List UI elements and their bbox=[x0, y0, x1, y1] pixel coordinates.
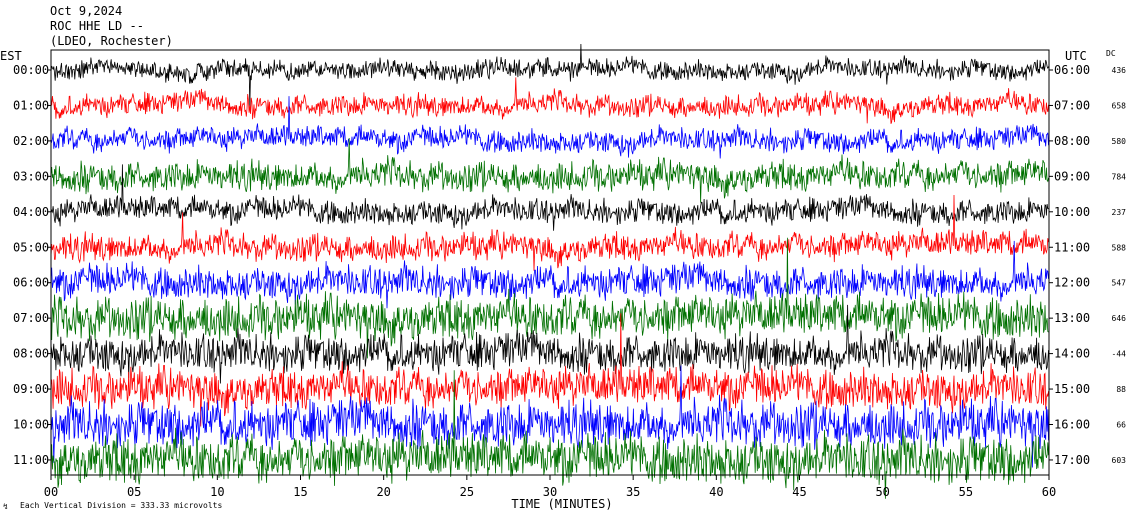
trace-line-0100 bbox=[50, 77, 1049, 124]
row-label-est: 02:00 bbox=[13, 134, 49, 148]
x-tick-label: 45 bbox=[792, 485, 806, 499]
row-label-est: 03:00 bbox=[13, 169, 49, 183]
row-label-est: 10:00 bbox=[13, 418, 49, 432]
row-dc-value: -44 bbox=[1112, 350, 1127, 359]
row-label-est: 06:00 bbox=[13, 276, 49, 290]
x-tick-label: 40 bbox=[709, 485, 723, 499]
row-label-utc: 15:00 bbox=[1054, 382, 1090, 396]
x-tick-label: 55 bbox=[959, 485, 973, 499]
trace-layer bbox=[50, 43, 1049, 499]
row-dc-value: 646 bbox=[1112, 314, 1127, 323]
row-label-layer: 00:00 06:00 436 01:00 07:00 658 02:00 08:00 580 0… bbox=[13, 63, 1126, 467]
trace-line-0200 bbox=[50, 96, 1049, 159]
trace-line-0400 bbox=[50, 164, 1049, 231]
row-label-est: 07:00 bbox=[13, 311, 49, 325]
row-dc-value: 658 bbox=[1112, 102, 1127, 111]
left-zone-label: EST bbox=[0, 49, 22, 63]
row-dc-value: 547 bbox=[1112, 279, 1127, 288]
x-tick-label: 60 bbox=[1042, 485, 1056, 499]
x-tick-label: 35 bbox=[626, 485, 640, 499]
row-label-est: 11:00 bbox=[13, 453, 49, 467]
x-tick-layer: 00 05 10 15 20 25 30 35 40 45 50 55 60 bbox=[44, 475, 1056, 499]
trace-line-1100 bbox=[50, 370, 1049, 499]
header-station: ROC HHE LD -- bbox=[50, 19, 144, 33]
row-dc-value: 588 bbox=[1112, 243, 1127, 252]
row-label-utc: 07:00 bbox=[1054, 99, 1090, 113]
x-tick-label: 30 bbox=[543, 485, 557, 499]
trace-line-0300 bbox=[50, 137, 1049, 203]
row-label-utc: 11:00 bbox=[1054, 240, 1090, 254]
scale-icon: ↯ bbox=[3, 502, 8, 511]
row-dc-value: 88 bbox=[1116, 385, 1126, 394]
row-label-utc: 17:00 bbox=[1054, 453, 1090, 467]
header-date: Oct 9,2024 bbox=[50, 4, 122, 18]
trace-line-0500 bbox=[50, 194, 1049, 271]
row-label-est: 09:00 bbox=[13, 382, 49, 396]
trace-line-0600 bbox=[50, 240, 1049, 309]
row-label-est: 08:00 bbox=[13, 347, 49, 361]
trace-line-1000 bbox=[50, 365, 1049, 468]
row-label-est: 01:00 bbox=[13, 99, 49, 113]
row-dc-value: 436 bbox=[1112, 66, 1127, 75]
row-label-est: 04:00 bbox=[13, 205, 49, 219]
x-axis-label: TIME (MINUTES) bbox=[511, 497, 612, 511]
trace-line-0000 bbox=[50, 43, 1049, 108]
x-tick-label: 50 bbox=[875, 485, 889, 499]
dc-header-label: DC bbox=[1106, 49, 1116, 58]
trace-line-0800 bbox=[50, 304, 1049, 384]
row-label-utc: 13:00 bbox=[1054, 311, 1090, 325]
row-label-utc: 16:00 bbox=[1054, 418, 1090, 432]
x-tick-label: 10 bbox=[210, 485, 224, 499]
scale-note: Each Vertical Division = 333.33 microvol… bbox=[20, 501, 222, 510]
row-dc-value: 580 bbox=[1112, 137, 1127, 146]
header-network: (LDEO, Rochester) bbox=[50, 34, 173, 48]
trace-line-0900 bbox=[50, 313, 1049, 427]
row-label-utc: 12:00 bbox=[1054, 276, 1090, 290]
row-label-est: 00:00 bbox=[13, 63, 49, 77]
row-label-utc: 09:00 bbox=[1054, 169, 1090, 183]
x-tick-label: 15 bbox=[293, 485, 307, 499]
row-label-utc: 08:00 bbox=[1054, 134, 1090, 148]
x-tick-label: 25 bbox=[460, 485, 474, 499]
x-tick-label: 00 bbox=[44, 485, 58, 499]
row-label-est: 05:00 bbox=[13, 240, 49, 254]
row-label-utc: 14:00 bbox=[1054, 347, 1090, 361]
row-label-utc: 06:00 bbox=[1054, 63, 1090, 77]
x-tick-label: 20 bbox=[376, 485, 390, 499]
right-zone-label: UTC bbox=[1065, 49, 1087, 63]
x-tick-label: 05 bbox=[127, 485, 141, 499]
trace-line-0700 bbox=[50, 237, 1049, 359]
row-dc-value: 66 bbox=[1116, 421, 1126, 430]
row-label-utc: 10:00 bbox=[1054, 205, 1090, 219]
row-dc-value: 237 bbox=[1112, 208, 1127, 217]
row-dc-value: 784 bbox=[1112, 172, 1127, 181]
row-dc-value: 603 bbox=[1112, 456, 1127, 465]
